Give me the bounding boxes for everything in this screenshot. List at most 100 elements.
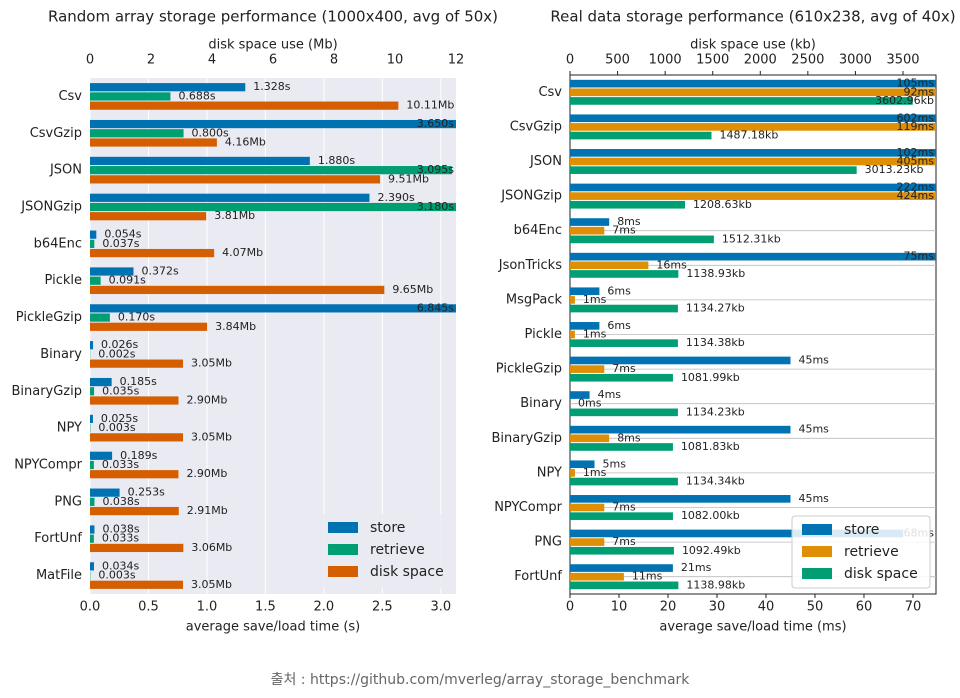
legend-swatch xyxy=(802,524,832,535)
bar xyxy=(90,396,178,404)
value-label: 2.390s xyxy=(377,191,414,204)
bar xyxy=(570,132,711,140)
x-tick-label: 50 xyxy=(807,600,824,615)
bar xyxy=(90,157,310,165)
value-label: 0ms xyxy=(578,397,602,410)
value-label: 3.180s xyxy=(417,200,454,213)
legend-label: disk space xyxy=(370,564,444,580)
value-label: 1ms xyxy=(583,466,607,479)
y-tick-label: PNG xyxy=(54,494,82,509)
bar xyxy=(90,387,94,395)
value-label: 1.328s xyxy=(253,80,290,93)
y-tick-label: JSONGzip xyxy=(20,200,82,215)
value-label: 119ms xyxy=(897,120,935,133)
chart-title: Real data storage performance (610x238, … xyxy=(550,8,955,26)
value-label: 1138.98kb xyxy=(686,578,745,591)
legend-swatch xyxy=(802,568,832,579)
value-label: 0.091s xyxy=(109,274,146,287)
value-label: 0.170s xyxy=(118,311,155,324)
value-label: 0.800s xyxy=(192,126,229,139)
value-label: 9.65Mb xyxy=(392,283,433,296)
value-label: 0.003s xyxy=(98,569,135,582)
x-tick-label: 70 xyxy=(905,600,922,615)
value-label: 0.037s xyxy=(102,237,139,250)
value-label: 1ms xyxy=(583,293,607,306)
y-tick-label: Csv xyxy=(58,89,82,104)
bar xyxy=(90,212,206,220)
bar xyxy=(570,296,575,304)
value-label: 6ms xyxy=(607,319,631,332)
x-tick-label: 0.0 xyxy=(80,600,101,615)
bar xyxy=(90,240,94,248)
x2-tick-label: 0 xyxy=(86,53,94,68)
value-label: 21ms xyxy=(681,561,712,574)
value-label: 7ms xyxy=(612,362,636,375)
legend-label: retrieve xyxy=(370,542,425,558)
y-tick-label: Binary xyxy=(520,396,562,411)
x2-tick-label: 3000 xyxy=(839,53,872,68)
chart: Real data storage performance (610x238, … xyxy=(491,8,960,635)
value-label: 3.81Mb xyxy=(214,209,255,222)
bar xyxy=(90,544,183,552)
value-label: 0.003s xyxy=(98,421,135,434)
value-label: 7ms xyxy=(612,224,636,237)
bar xyxy=(570,218,609,226)
bar xyxy=(90,415,93,423)
bar xyxy=(90,498,94,506)
value-label: 1134.27kb xyxy=(686,302,745,315)
value-label: 2.90Mb xyxy=(186,467,227,480)
x-axis-label: average save/load time (ms) xyxy=(659,620,846,635)
y-tick-label: JsonTricks xyxy=(498,258,562,273)
legend-swatch xyxy=(328,566,358,577)
value-label: 3.05Mb xyxy=(191,357,232,370)
y-tick-label: FortUnf xyxy=(514,569,562,584)
y-tick-label: b64Enc xyxy=(514,223,562,238)
value-label: 1081.99kb xyxy=(681,371,740,384)
value-label: 3.650s xyxy=(417,117,454,130)
x2-tick-label: 1500 xyxy=(696,53,729,68)
bar xyxy=(90,581,183,589)
x-tick-label: 20 xyxy=(660,600,677,615)
x-axis-label: average save/load time (s) xyxy=(186,620,361,635)
value-label: 1487.18kb xyxy=(719,129,778,142)
y-tick-label: FortUnf xyxy=(34,531,82,546)
x-tick-label: 60 xyxy=(856,600,873,615)
bar xyxy=(90,323,207,331)
value-label: 4.07Mb xyxy=(222,246,263,259)
value-label: 45ms xyxy=(798,492,829,505)
bar xyxy=(90,313,110,321)
legend-swatch xyxy=(802,546,832,557)
value-label: 8ms xyxy=(617,431,641,444)
legend-label: store xyxy=(370,520,405,536)
y-tick-label: PickleGzip xyxy=(16,310,82,325)
value-label: 3.84Mb xyxy=(215,320,256,333)
y-tick-label: MatFile xyxy=(36,568,82,583)
y-tick-label: JSON xyxy=(49,163,82,178)
y-tick-label: PNG xyxy=(534,535,562,550)
y-tick-label: NPY xyxy=(57,421,82,436)
value-label: 424ms xyxy=(897,189,935,202)
bar xyxy=(570,261,648,269)
y-tick-label: Pickle xyxy=(45,273,82,288)
value-label: 4.16Mb xyxy=(225,136,266,149)
bar xyxy=(570,97,913,105)
value-label: 7ms xyxy=(612,501,636,514)
value-label: 0.038s xyxy=(102,495,139,508)
bar xyxy=(570,426,790,434)
bar xyxy=(90,194,369,202)
x-tick-label: 3.0 xyxy=(430,600,451,615)
bar xyxy=(570,495,790,503)
value-label: 2.90Mb xyxy=(186,394,227,407)
bar xyxy=(570,201,685,209)
x-tick-label: 30 xyxy=(709,600,726,615)
value-label: 1.880s xyxy=(318,154,355,167)
legend-label: disk space xyxy=(844,566,918,582)
bar xyxy=(90,138,217,146)
bar xyxy=(90,92,170,100)
x-tick-label: 40 xyxy=(758,600,775,615)
legend-label: store xyxy=(844,522,879,538)
x-tick-label: 0.5 xyxy=(138,600,159,615)
x-tick-label: 0 xyxy=(566,600,574,615)
bar xyxy=(570,236,714,244)
